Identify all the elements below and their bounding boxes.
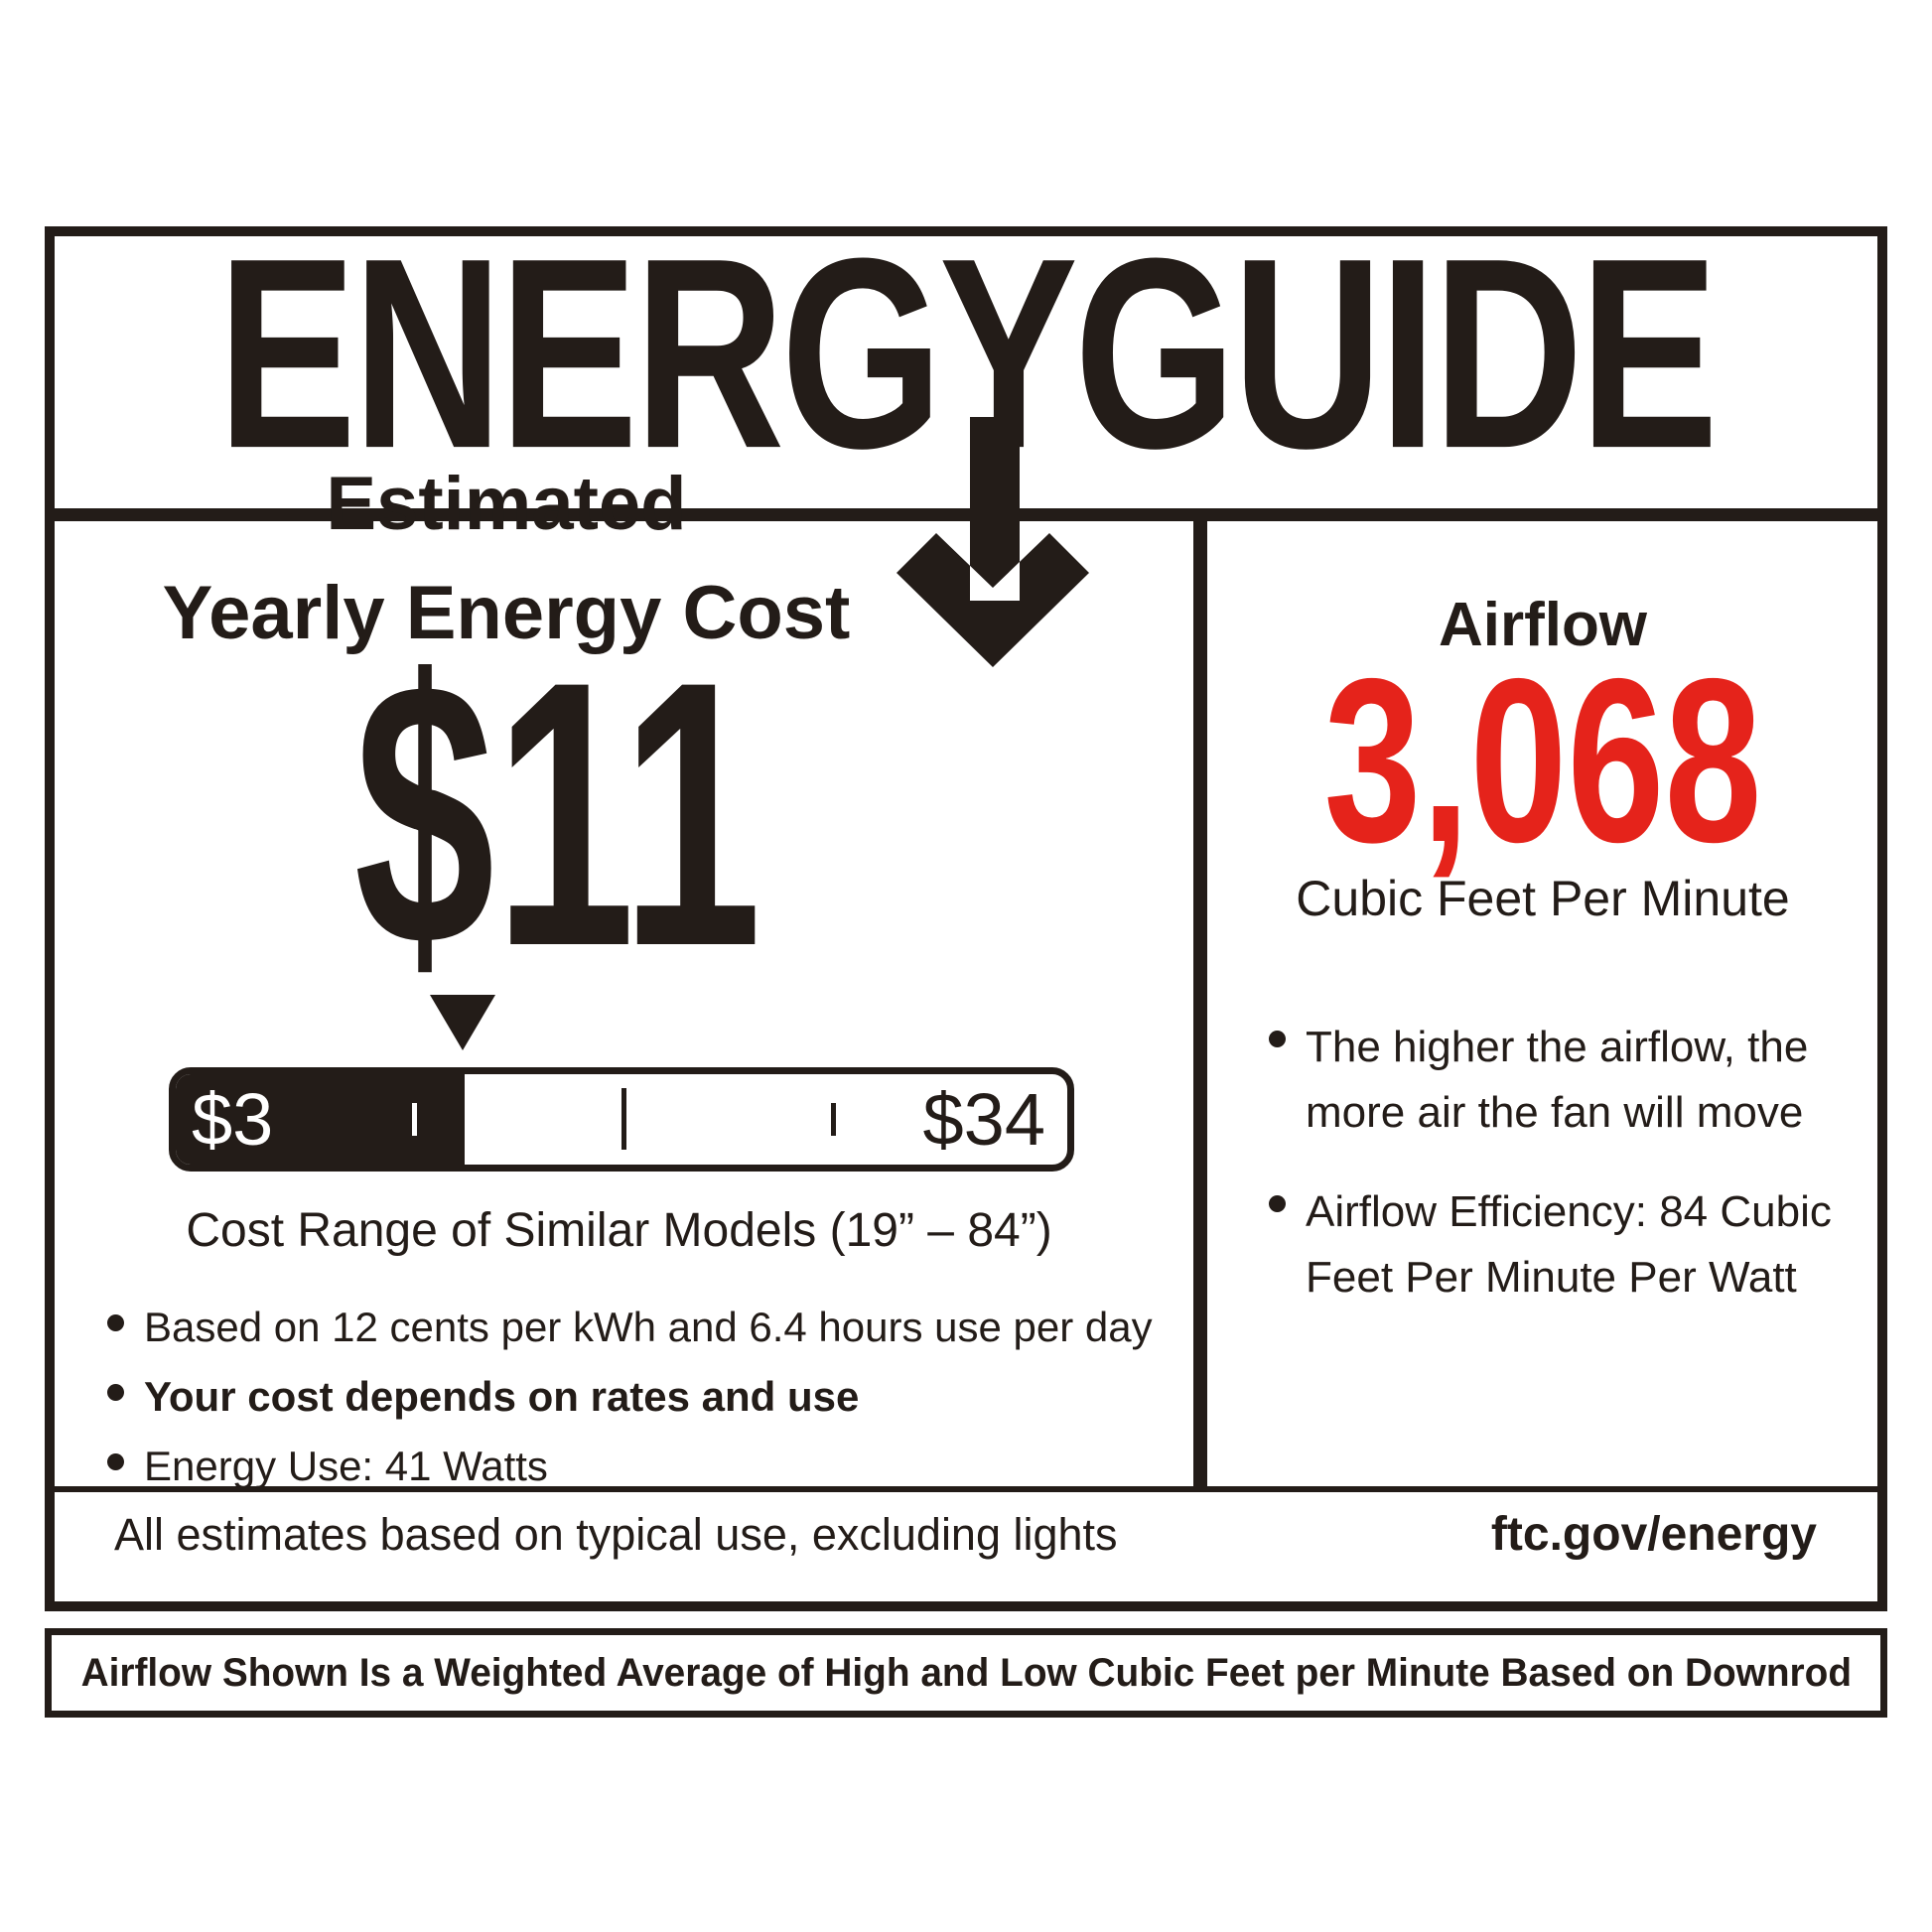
bullet-dot-icon [1269, 1195, 1286, 1212]
bullet-text: Your cost depends on rates and use [144, 1373, 860, 1420]
bullet-dot-icon [107, 1384, 124, 1401]
cost-pointer-icon [430, 995, 495, 1050]
column-divider [1193, 518, 1207, 1489]
bar-tick-icon [412, 1103, 417, 1136]
footer-note: All estimates based on typical use, excl… [114, 1509, 1118, 1560]
page-title: ENERGYGUIDE [217, 202, 1719, 505]
bullet-dot-icon [107, 1453, 124, 1470]
cost-bullet-item: Energy Use: 41 Watts [107, 1442, 548, 1491]
bullet-text: The higher the airflow, the more air the… [1306, 1015, 1808, 1146]
footer-divider [55, 1486, 1877, 1492]
cost-bullet-item: Based on 12 cents per kWh and 6.4 hours … [107, 1303, 1153, 1352]
bullet-dot-icon [107, 1314, 124, 1331]
title-underline [55, 508, 1877, 521]
bullet-text: Airflow Efficiency: 84 Cubic Feet Per Mi… [1306, 1179, 1832, 1311]
airflow-value: 3,068 [1323, 629, 1762, 891]
label-border-box [45, 226, 1887, 1611]
cost-range-bar: $3 $34 [169, 1067, 1074, 1172]
estimated-heading: Estimated [326, 462, 687, 546]
airflow-heading: Airflow [1438, 591, 1648, 659]
down-arrow-icon [897, 417, 1089, 667]
max-cost-label: $34 [922, 1077, 1045, 1161]
disclaimer-bar: Airflow Shown Is a Weighted Average of H… [45, 1628, 1887, 1718]
bullet-line: Feet Per Minute Per Watt [1306, 1253, 1797, 1302]
airflow-bullet-item: The higher the airflow, the more air the… [1269, 1015, 1808, 1146]
bar-tick-icon [621, 1088, 626, 1150]
bullet-line: The higher the airflow, the [1306, 1023, 1809, 1071]
ftc-url: ftc.gov/energy [1490, 1508, 1817, 1561]
airflow-bullet-item: Airflow Efficiency: 84 Cubic Feet Per Mi… [1269, 1179, 1832, 1311]
yearly-energy-cost-heading: Yearly Energy Cost [162, 571, 851, 655]
bullet-line: Airflow Efficiency: 84 Cubic [1306, 1187, 1832, 1236]
yearly-cost-value: $11 [353, 603, 762, 1025]
bullet-text: Based on 12 cents per kWh and 6.4 hours … [144, 1304, 1153, 1350]
bar-tick-icon [831, 1103, 836, 1136]
bullet-text: Energy Use: 41 Watts [144, 1443, 548, 1489]
airflow-unit-label: Cubic Feet Per Minute [1296, 871, 1790, 926]
min-cost-label: $3 [192, 1077, 274, 1161]
disclaimer-text: Airflow Shown Is a Weighted Average of H… [80, 1650, 1852, 1695]
bullet-line: more air the fan will move [1306, 1088, 1804, 1137]
bullet-dot-icon [1269, 1031, 1286, 1047]
cost-bullet-item: Your cost depends on rates and use [107, 1372, 859, 1422]
cost-range-caption: Cost Range of Similar Models (19” – 84”) [186, 1204, 1052, 1257]
